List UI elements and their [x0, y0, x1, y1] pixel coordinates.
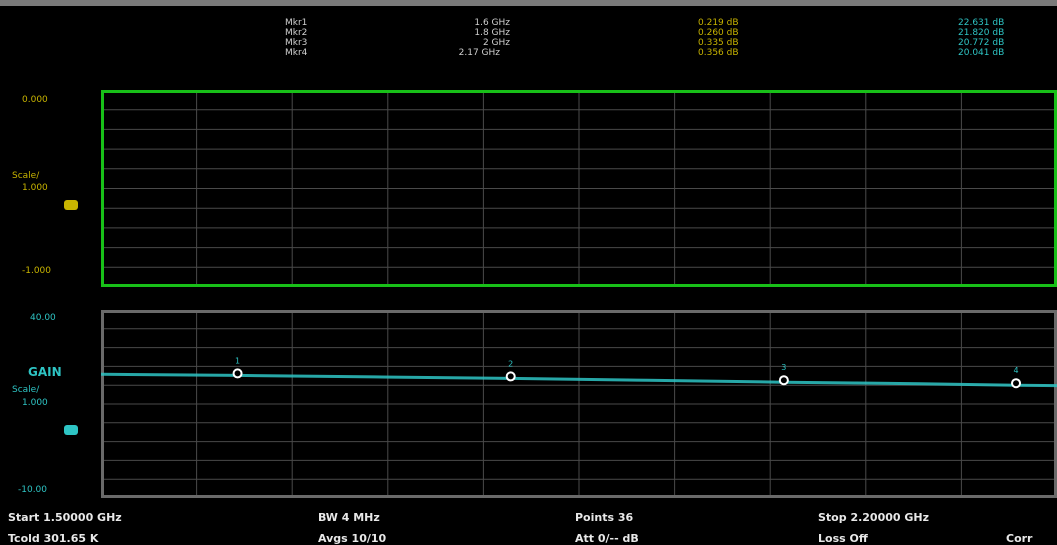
lower-bottom-value: -10.00 — [18, 485, 48, 495]
lower-marker-label-4: 4 — [1013, 366, 1018, 375]
upper-unit-badge — [64, 200, 78, 210]
lower-marker-4 — [1011, 378, 1022, 389]
lower-scale-value: 1.000 — [22, 398, 48, 408]
marker-trace1-value-3: 0.335 dB — [698, 38, 739, 48]
lower-marker-label-3: 3 — [781, 363, 786, 372]
tcold: Tcold 301.65 K — [8, 532, 99, 545]
marker-freq-4: 2.17 GHz — [458, 48, 500, 58]
lower-trace-line — [101, 372, 1057, 388]
lower-top-value: 40.00 — [30, 313, 56, 323]
marker-name-2: Mkr2 — [285, 28, 308, 38]
start-frequency: Start 1.50000 GHz — [8, 511, 122, 524]
marker-name-3: Mkr3 — [285, 38, 308, 48]
marker-trace1-value-2: 0.260 dB — [698, 28, 739, 38]
lower-marker-label-1: 1 — [235, 356, 240, 365]
marker-name-4: Mkr4 — [285, 48, 308, 58]
points: Points 36 — [575, 511, 634, 524]
lower-frame — [101, 310, 1057, 498]
lower-plot-svg[interactable]: 1 2 3 4 — [101, 310, 1057, 498]
lower-trace-name[interactable]: GAIN — [28, 365, 62, 379]
upper-scale-value: 1.000 — [22, 183, 48, 193]
marker-trace2-value-4: 20.041 dB — [958, 48, 1005, 58]
bandwidth: BW 4 MHz — [318, 511, 380, 524]
lower-marker-1 — [232, 368, 243, 379]
marker-trace2-value-2: 21.820 dB — [958, 28, 1005, 38]
upper-bottom-value: -1.000 — [22, 266, 52, 276]
marker-trace2-value-1: 22.631 dB — [958, 18, 1005, 28]
loss: Loss Off — [818, 532, 868, 545]
marker-trace1-value-1: 0.219 dB — [698, 18, 739, 28]
lower-unit-badge — [64, 425, 78, 435]
averages: Avgs 10/10 — [318, 532, 387, 545]
marker-name-1: Mkr1 — [285, 18, 308, 28]
marker-trace1-value-4: 0.356 dB — [698, 48, 739, 58]
correction: Corr — [1006, 532, 1033, 545]
upper-frame — [101, 90, 1057, 287]
upper-scale-label: Scale/ — [12, 171, 40, 181]
lower-marker-2 — [505, 371, 516, 382]
attenuation: Att 0/-- dB — [575, 532, 639, 545]
marker-freq-1: 1.6 GHz — [474, 18, 510, 28]
upper-top-value: 0.000 — [22, 95, 48, 105]
lower-scale-label: Scale/ — [12, 385, 40, 395]
marker-freq-3: 2 GHz — [482, 38, 510, 48]
lower-plot[interactable]: 1 2 3 4 — [101, 310, 1057, 498]
lower-marker-3 — [778, 375, 789, 386]
lower-marker-label-2: 2 — [508, 359, 513, 368]
marker-trace2-value-3: 20.772 dB — [958, 38, 1005, 48]
stop-frequency: Stop 2.20000 GHz — [818, 511, 930, 524]
marker-freq-2: 1.8 GHz — [474, 28, 510, 38]
